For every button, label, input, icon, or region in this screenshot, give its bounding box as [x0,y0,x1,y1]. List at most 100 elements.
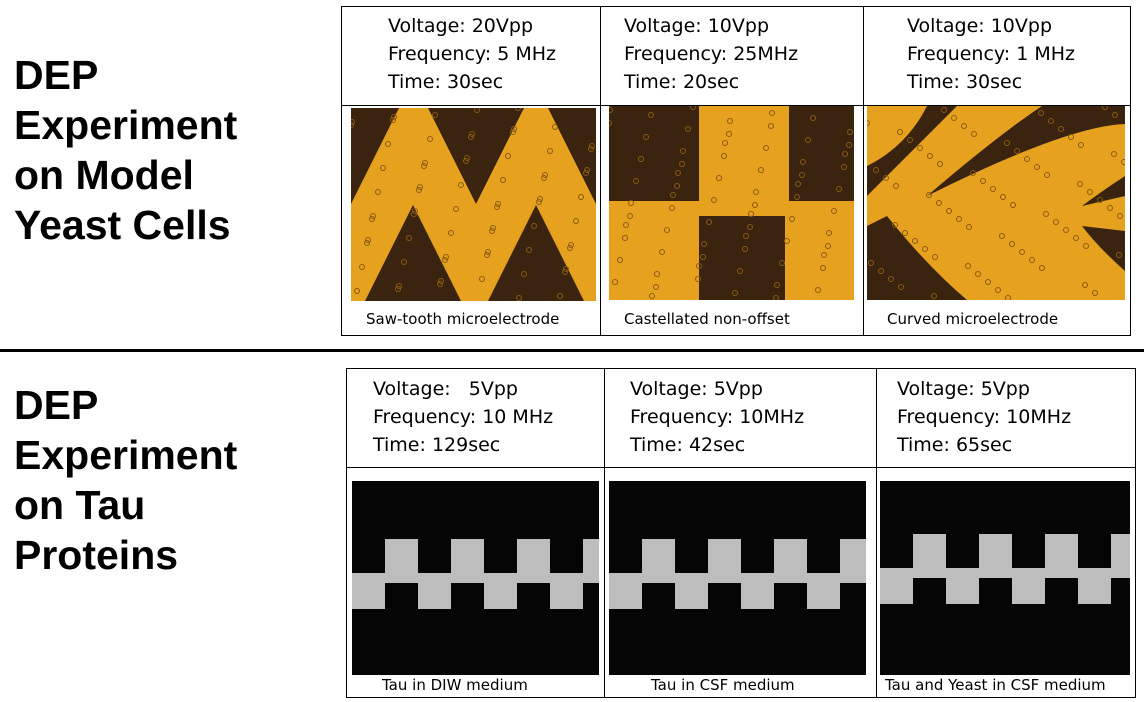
image-shape [699,216,785,300]
image-shape [653,284,659,290]
image-shape [741,573,774,609]
image-shape [979,534,1012,578]
image-shape [479,276,485,282]
image-shape [568,242,574,248]
image-shape [679,161,685,167]
image-shape [946,568,979,604]
title-line: on Tau [14,482,146,528]
image-shape [1102,106,1108,110]
image-shape [1117,213,1123,219]
image-shape [416,187,422,193]
image-shape [623,222,629,228]
image-shape [742,246,748,252]
image-shape [537,196,543,202]
image-shape [1029,257,1035,263]
image-shape [510,129,516,135]
micrograph [351,108,596,301]
parameter-line: Time: 42sec [630,434,746,456]
image-shape [927,153,933,159]
image-shape [412,208,418,214]
image-shape [511,126,517,132]
image-shape [980,178,986,184]
image-shape [773,295,779,300]
caption: Tau and Yeast in CSF medium [885,676,1106,694]
parameter-line: Voltage: 5Vpp [897,378,1030,400]
image-shape [438,278,444,284]
image-shape [583,539,599,583]
image-shape [946,208,952,214]
image-shape [695,276,701,282]
parameter-line: Time: 65sec [897,434,1013,456]
image-shape [391,114,397,120]
image-shape [1078,142,1084,148]
image-shape [1063,227,1069,233]
image-shape [726,131,732,137]
image-shape [469,131,475,137]
image-shape [489,228,495,234]
image-shape [995,287,1001,293]
image-shape [831,208,837,214]
image-shape [643,134,649,140]
image-shape [406,235,412,241]
image-shape [898,284,904,290]
image-shape [799,172,805,178]
image-shape [931,293,937,299]
image-shape [769,110,775,116]
image-shape [737,268,743,274]
image-shape [421,163,427,169]
caption: Tau in DIW medium [382,676,528,694]
image-shape [351,119,355,125]
image-shape [867,106,957,196]
image-shape [365,237,371,243]
image-shape [999,233,1005,239]
image-shape [810,115,816,121]
parameters: Voltage: 5Vpp Frequency: 10 MHz Time: 129s… [373,375,553,459]
image-shape [732,290,738,296]
parameter-line: Time: 129sec [373,434,501,456]
image-shape [836,186,842,192]
image-shape [563,266,569,272]
image-shape [716,175,722,181]
image-shape [390,117,396,123]
image-shape [784,238,790,244]
image-shape [464,155,470,161]
image-shape [1010,202,1016,208]
image-shape [365,205,461,301]
image-shape [633,178,639,184]
parameter-line: Voltage: 5Vpp [373,378,518,400]
caption: Tau in CSF medium [651,676,795,694]
parameter-line: Frequency: 10MHz [897,406,1072,428]
image-shape [411,211,417,217]
caption: Castellated non-offset [624,310,790,328]
image-shape [1034,164,1040,170]
image-shape [1082,282,1088,288]
section-title: DEP Experiment on Model Yeast Cells [14,50,237,250]
image-shape [490,225,496,231]
image-shape [437,281,443,287]
image-shape [825,243,831,249]
image-shape [912,238,918,244]
title-line: DEP [14,52,99,98]
image-shape [622,235,628,241]
image-shape [846,142,852,148]
image-shape [495,201,501,207]
image-shape [485,249,491,255]
image-shape [820,265,826,271]
image-shape [417,184,423,190]
image-shape [1038,110,1044,116]
caption: Curved microelectrode [887,310,1059,328]
image-shape [722,140,728,146]
image-shape [826,230,832,236]
micrograph [609,106,854,300]
image-shape [1111,534,1130,578]
image-shape [557,293,563,299]
image-shape [612,279,618,285]
image-shape [401,259,407,265]
image-shape [670,192,676,198]
image-shape [711,197,717,203]
image-shape [970,170,976,176]
image-shape [951,115,957,121]
image-shape [488,205,584,301]
parameter-line: Time: 30sec [907,71,1023,93]
image-shape [779,260,785,266]
